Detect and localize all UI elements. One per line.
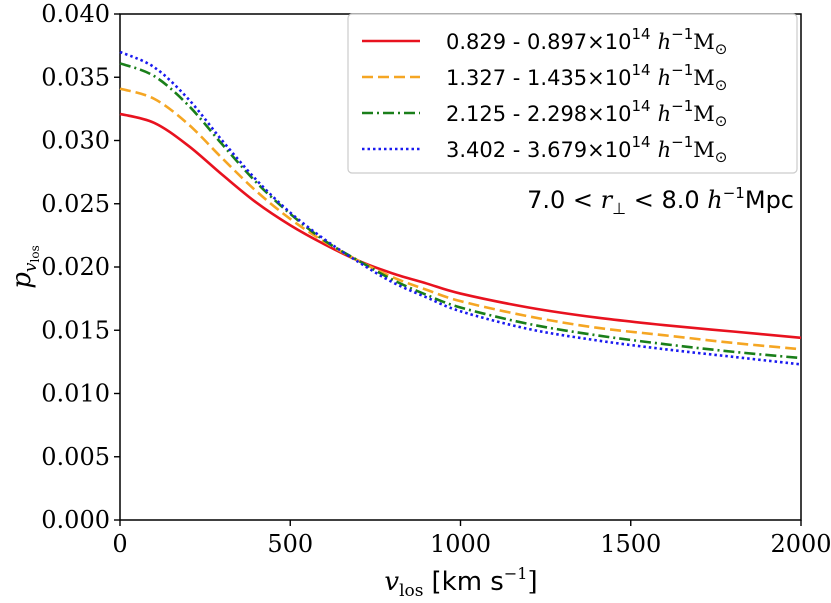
legend: 0.829 - 0.897×1014 h−1M⊙1.327 - 1.435×101… (347, 13, 798, 174)
legend-label-2: 1.327 - 1.435×1014 h−1M⊙ (446, 61, 727, 94)
x-axis-label: vlos [km s−1] (384, 564, 537, 601)
series-line-3 (119, 62, 802, 360)
y-axis: 0.000 0.005 0.010 0.015 0.020 0.025 0.030 0.035… (41, 0, 120, 534)
legend-label-4: 3.402 - 3.679×1014 h−1M⊙ (446, 133, 727, 166)
y-tick-label: 0.020 (41, 253, 110, 281)
legend-label-1: 0.829 - 0.897×1014 h−1M⊙ (446, 25, 727, 58)
x-axis: 0 500 1000 1500 2000 (112, 520, 831, 558)
series-group (119, 50, 802, 366)
series-line-4 (119, 50, 802, 366)
y-tick-label: 0.025 (41, 190, 110, 218)
legend-label-3: 2.125 - 2.298×1014 h−1M⊙ (446, 97, 727, 130)
y-tick-label: 0.010 (41, 380, 110, 408)
series-line-2 (119, 87, 802, 351)
x-tick-label: 500 (267, 530, 313, 558)
y-axis-label: pvlos (7, 245, 42, 289)
x-tick-label: 2000 (770, 530, 831, 558)
annotation: 7.0 < r⊥ < 8.0 h−1Mpc (527, 184, 794, 218)
y-tick-label: 0.035 (41, 63, 110, 91)
y-tick-label: 0.030 (41, 127, 110, 155)
y-tick-label: 0.000 (41, 506, 110, 534)
y-tick-label: 0.015 (41, 316, 110, 344)
x-tick-label: 1500 (600, 530, 661, 558)
legend-box (347, 13, 798, 174)
x-tick-label: 1000 (430, 530, 491, 558)
y-tick-label: 0.005 (41, 443, 110, 471)
y-tick-label: 0.040 (41, 0, 110, 28)
series-line-1 (119, 112, 802, 340)
x-tick-label: 0 (112, 530, 127, 558)
